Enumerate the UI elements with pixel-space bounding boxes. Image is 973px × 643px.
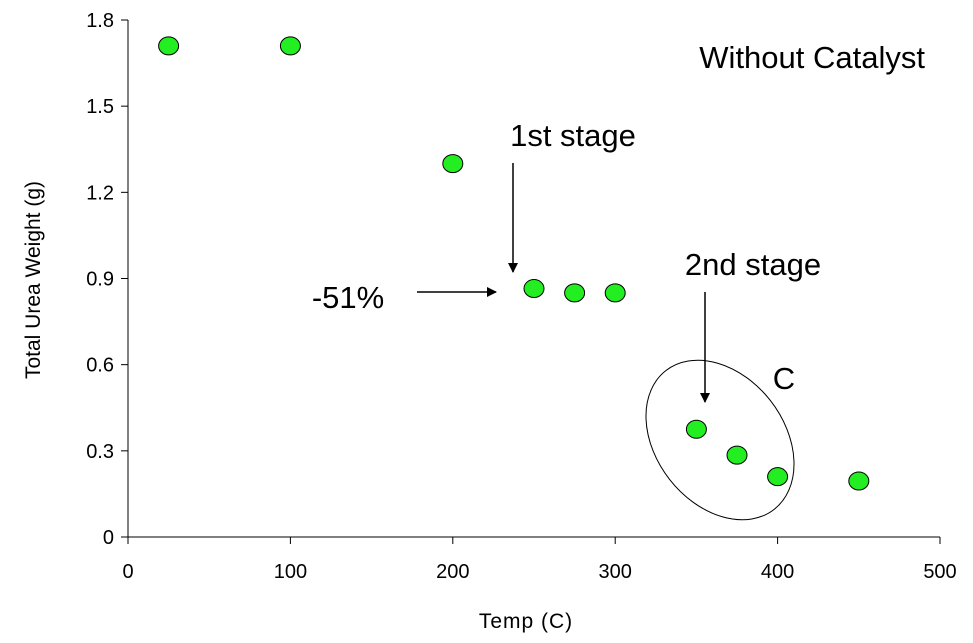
data-point <box>726 445 748 465</box>
data-points <box>158 36 870 491</box>
first-stage-label: 1st stage <box>510 118 636 153</box>
data-point <box>604 283 626 303</box>
chart-title-annotation: Without Catalyst <box>699 40 925 75</box>
x-axis-title: Temp (C) <box>479 610 573 633</box>
x-tick-label: 100 <box>274 561 307 583</box>
cluster-label: C <box>773 361 795 396</box>
cluster-ellipse <box>645 359 795 521</box>
x-tick-label: 500 <box>923 561 956 583</box>
x-ticks: 0 100 200 300 400 500 <box>122 537 957 583</box>
percent-drop-label: -51% <box>312 280 384 315</box>
data-point <box>564 283 586 303</box>
data-point <box>158 36 180 56</box>
y-axis-title: Total Urea Weight (g) <box>22 181 45 379</box>
data-point <box>442 154 464 174</box>
y-tick-label: 0.9 <box>86 269 114 291</box>
x-tick-label: 300 <box>599 561 632 583</box>
data-point <box>685 419 707 439</box>
data-point <box>848 471 870 491</box>
y-tick-label: 1.8 <box>86 10 114 32</box>
data-point <box>767 467 789 487</box>
x-tick-label: 400 <box>761 561 794 583</box>
x-tick-label: 200 <box>436 561 469 583</box>
data-point <box>523 279 545 299</box>
second-stage-label: 2nd stage <box>685 247 821 282</box>
x-tick-label: 0 <box>122 561 133 583</box>
y-tick-label: 1.5 <box>86 96 114 118</box>
y-tick-label: 1.2 <box>86 182 114 204</box>
y-tick-label: 0 <box>103 527 114 549</box>
y-tick-label: 0.6 <box>86 355 114 377</box>
data-point <box>279 36 301 56</box>
y-tick-label: 0.3 <box>86 441 114 463</box>
y-ticks: 0 0.3 0.6 0.9 1.2 1.5 1.8 <box>86 10 128 549</box>
